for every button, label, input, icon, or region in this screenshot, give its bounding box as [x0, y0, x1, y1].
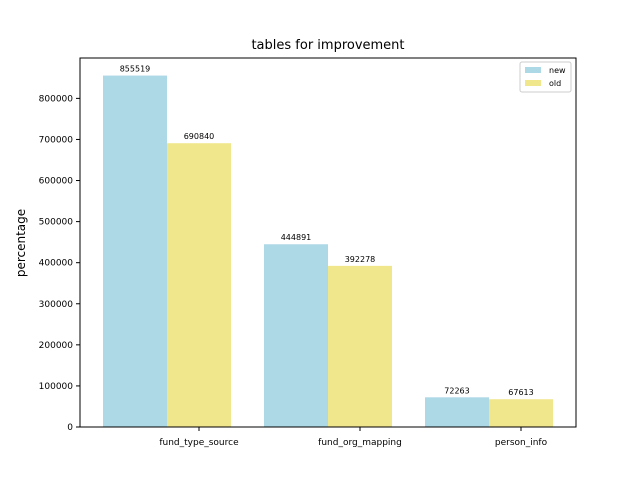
y-tick-label: 300000 [39, 300, 74, 310]
data-label: 392278 [345, 255, 376, 264]
bar-old [167, 143, 231, 427]
x-tick-label: fund_type_source [159, 438, 239, 448]
y-tick-label: 200000 [39, 341, 74, 351]
y-tick-label: 800000 [39, 94, 74, 104]
x-axis-ticks: fund_type_source fund_org_mapping person_i… [159, 427, 548, 448]
y-tick-label: 0 [67, 423, 73, 433]
x-tick-label: person_info [495, 438, 548, 448]
y-tick-label: 700000 [39, 135, 74, 145]
y-tick-label: 400000 [39, 259, 74, 269]
data-label: 444891 [281, 233, 312, 242]
plot-frame [79, 57, 577, 428]
bar-old [489, 399, 553, 427]
legend-label-new: new [549, 66, 566, 75]
chart-title: tables for improvement [251, 38, 404, 53]
data-label: 67613 [508, 388, 533, 397]
y-tick-label: 500000 [39, 218, 74, 228]
data-label: 690840 [184, 132, 215, 141]
data-label: 855519 [120, 65, 151, 74]
legend-swatch-old [525, 80, 541, 86]
bar-new [425, 397, 489, 427]
legend: new old [519, 61, 572, 93]
y-tick-label: 600000 [39, 177, 74, 187]
data-label: 72263 [444, 386, 469, 395]
x-tick-label: fund_org_mapping [318, 438, 402, 448]
y-axis-label: percentage [14, 209, 28, 277]
data-labels: 855519 690840 444891 392278 72263 67613 [120, 65, 534, 398]
bar-new [103, 75, 167, 428]
bars [103, 75, 553, 428]
y-axis-ticks: 0 100000 200000 300000 400000 500000 600000 700… [39, 94, 80, 433]
legend-swatch-new [525, 67, 541, 73]
y-tick-label: 100000 [39, 382, 74, 392]
bar-new [264, 244, 328, 427]
legend-label-old: old [549, 79, 561, 88]
bar-old [328, 265, 392, 427]
